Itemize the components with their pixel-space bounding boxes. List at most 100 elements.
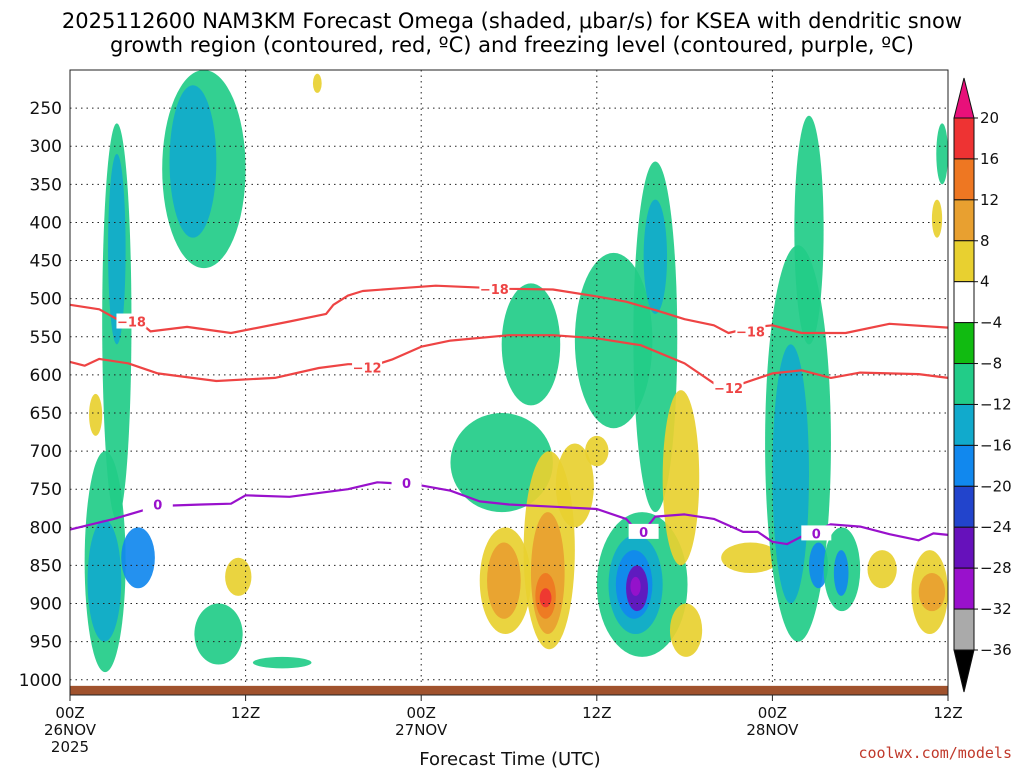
y-tick-label-250: 250 <box>30 99 62 119</box>
omega-region-11 <box>312 73 322 93</box>
colorbar-band-8 <box>953 444 975 487</box>
colorbar: 20 16 12 8 4 −4 −8 −12 −16 −20 −24 −28 −32 −36 <box>953 77 1012 693</box>
contours: −18 −18 −18 −12 −12 0 0 0 0 <box>69 280 949 546</box>
colorbar-label-4: 4 <box>980 273 990 291</box>
omega-region-10 <box>89 393 103 436</box>
y-tick-label-550: 550 <box>30 328 62 348</box>
y-tick-label-450: 450 <box>30 252 62 272</box>
omega-shading <box>84 70 948 673</box>
y-tick-label-400: 400 <box>30 213 62 233</box>
freezing-level-0c-label-3: 0 <box>812 527 821 542</box>
colorbar-band-9 <box>953 485 975 528</box>
credit-text: coolwx.com/models <box>858 744 1012 762</box>
y-tick-label-1000: 1000 <box>19 671 62 691</box>
dgz-top-minus18-label-0: −18 <box>117 316 146 331</box>
dgz-top-minus18-label-bg-0 <box>116 313 147 329</box>
omega-region-4 <box>108 153 126 345</box>
colorbar-band-1 <box>953 158 975 201</box>
colorbar-band-0 <box>953 117 975 160</box>
freezing-level-0c-label-bg-3 <box>801 525 832 541</box>
freezing-level-0c-label-bg-0 <box>142 496 173 512</box>
dgz-bottom-minus12-label-bg-1 <box>713 379 744 395</box>
omega-region-12 <box>450 412 553 513</box>
omega-region-38 <box>833 550 849 596</box>
x-tick-date-4: 28NOV <box>746 721 799 739</box>
colorbar-label-7: −12 <box>980 395 1012 413</box>
colorbar-bottom-arrow <box>953 649 975 693</box>
omega-region-34 <box>772 344 809 604</box>
colorbar-label-3: 8 <box>980 232 990 250</box>
chart-title-line1: 2025112600 NAM3KM Forecast Omega (shaded… <box>62 9 962 33</box>
colorbar-label-6: −8 <box>980 355 1002 373</box>
omega-region-31 <box>669 603 703 657</box>
y-tick-label-700: 700 <box>30 442 62 462</box>
x-tick-label-3: 12Z <box>582 704 611 722</box>
freezing-level-0c-label-bg-2 <box>628 523 659 539</box>
y-tick-label-600: 600 <box>30 366 62 386</box>
dgz-top-minus18-label-bg-1 <box>479 280 510 296</box>
y-tick-label-300: 300 <box>30 137 62 157</box>
colorbar-label-0: 20 <box>980 109 999 127</box>
colorbar-label-8: −16 <box>980 436 1012 454</box>
omega-region-42 <box>936 123 948 185</box>
dgz-top-minus18-label-2: −18 <box>736 325 765 340</box>
omega-region-30 <box>662 390 700 566</box>
x-tick-label-2: 00Z <box>407 704 436 722</box>
colorbar-label-11: −28 <box>980 559 1012 577</box>
omega-region-7 <box>194 603 243 665</box>
omega-region-36 <box>794 115 824 345</box>
omega-region-39 <box>867 550 897 589</box>
y-tick-label-500: 500 <box>30 290 62 310</box>
colorbar-label-9: −20 <box>980 477 1012 495</box>
colorbar-label-10: −24 <box>980 518 1012 536</box>
freezing-level-0c-label-bg-1 <box>391 475 422 491</box>
dgz-bottom-minus12-label-0: −12 <box>353 361 382 376</box>
omega-region-9 <box>225 557 252 596</box>
colorbar-label-1: 16 <box>980 150 999 168</box>
omega-region-6 <box>169 85 217 238</box>
colorbar-band-11 <box>953 567 975 610</box>
omega-region-22 <box>585 435 609 467</box>
colorbar-label-13: −36 <box>980 641 1012 659</box>
dgz-top-minus18-label-bg-2 <box>735 323 766 339</box>
freezing-level-0c-label-1: 0 <box>402 477 411 492</box>
x-tick-label-0: 00Z <box>55 704 84 722</box>
colorbar-band-7 <box>953 403 975 446</box>
colorbar-band-4 <box>953 281 975 324</box>
chart-title-line2: growth region (contoured, red, ºC) and f… <box>110 33 914 57</box>
colorbar-label-5: −4 <box>980 314 1002 332</box>
y-tick-label-850: 850 <box>30 556 62 576</box>
freezing-level-0c-label-0: 0 <box>153 498 162 513</box>
colorbar-band-6 <box>953 363 975 405</box>
dgz-top-minus18-label-1: −18 <box>480 283 509 298</box>
omega-region-41 <box>918 573 946 612</box>
colorbar-band-2 <box>953 199 975 242</box>
y-tick-label-750: 750 <box>30 480 62 500</box>
omega-region-27 <box>630 576 641 596</box>
y-tick-label-950: 950 <box>30 633 62 653</box>
y-tick-label-650: 650 <box>30 404 62 424</box>
x-tick-label-5: 12Z <box>933 704 962 722</box>
x-tick-date-0: 26NOV <box>44 721 97 739</box>
y-tick-label-900: 900 <box>30 595 62 615</box>
x-tick-year-0: 2025 <box>51 738 89 756</box>
x-tick-label-1: 12Z <box>231 704 260 722</box>
dgz-bottom-minus12 <box>69 334 949 385</box>
colorbar-band-3 <box>953 240 975 283</box>
colorbar-band-10 <box>953 526 975 569</box>
dgz-bottom-minus12-label-bg-0 <box>352 359 383 375</box>
omega-region-43 <box>931 199 943 238</box>
freezing-level-0c-label-2: 0 <box>639 526 648 541</box>
colorbar-label-12: −32 <box>980 600 1012 618</box>
omega-region-2 <box>121 527 155 589</box>
x-tick-label-4: 00Z <box>758 704 787 722</box>
y-tick-label-800: 800 <box>30 518 62 538</box>
omega-region-16 <box>487 542 521 619</box>
omega-region-8 <box>252 656 312 669</box>
omega-region-1 <box>87 519 122 642</box>
omega-region-29 <box>643 199 668 314</box>
dgz-bottom-minus12-label-1: −12 <box>714 382 743 397</box>
y-axis-ticks: 250 300 350 400 450 500 550 600 650 700 750 800 850 9… <box>19 99 62 691</box>
